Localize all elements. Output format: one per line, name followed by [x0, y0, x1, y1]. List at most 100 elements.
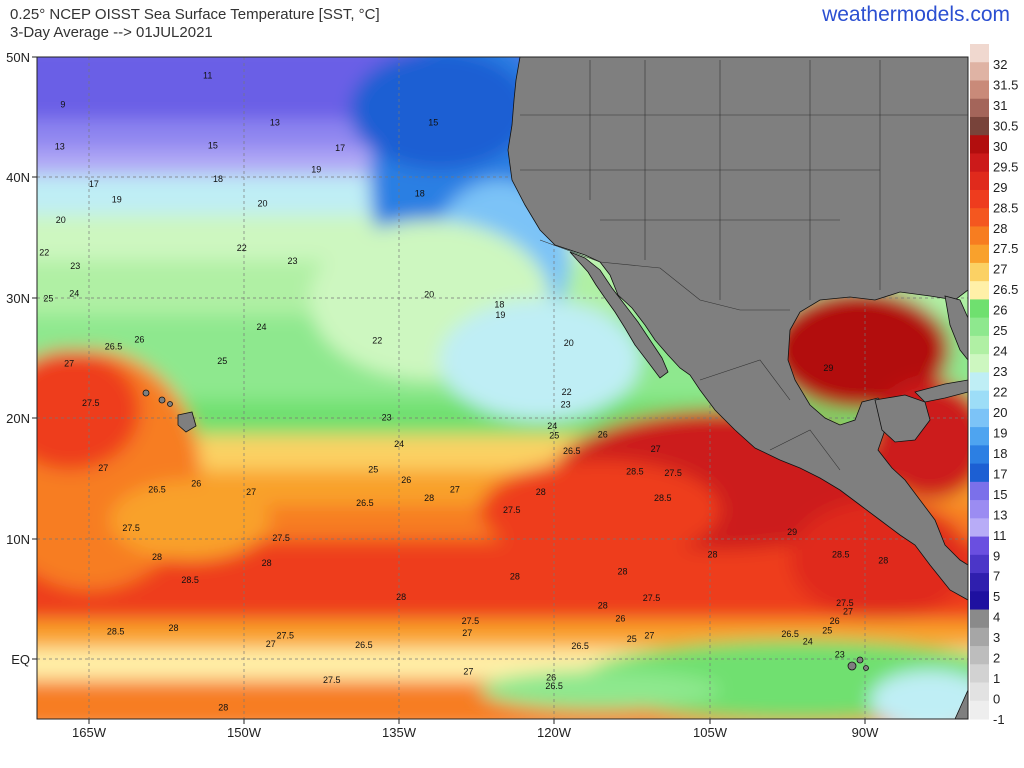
- colorbar-tick-label: -1: [993, 712, 1005, 727]
- colorbar-tick-label: 28.5: [993, 200, 1018, 215]
- colorbar-swatch: [970, 335, 989, 355]
- contour-label: 28: [218, 703, 228, 713]
- contour-label: 22: [39, 248, 49, 258]
- contour-label: 28: [152, 552, 162, 562]
- contour-label: 19: [311, 165, 321, 175]
- hawaii-islands: [142, 389, 197, 433]
- colorbar-tick-label: 27.5: [993, 241, 1018, 256]
- contour-label: 24: [69, 289, 79, 299]
- colorbar-tick-label: 15: [993, 487, 1007, 502]
- contour-label: 24: [547, 421, 557, 431]
- colorbar-swatch: [970, 609, 989, 629]
- contour-label: 27: [98, 463, 108, 473]
- contour-label: 27.5: [122, 523, 140, 533]
- colorbar-tick-label: 17: [993, 466, 1007, 481]
- colorbar-swatch: [970, 262, 989, 282]
- colorbar-swatch: [970, 664, 989, 684]
- contour-label: 23: [835, 650, 845, 660]
- colorbar-swatch: [970, 591, 989, 611]
- lat-label-50n: 50N: [6, 50, 30, 65]
- contour-label: 25: [627, 634, 637, 644]
- colorbar-swatch: [970, 682, 989, 702]
- colorbar: 3231.53130.53029.52928.52827.52726.52625…: [970, 44, 1018, 727]
- contour-label: 27.5: [82, 398, 100, 408]
- contour-label: 26: [598, 429, 608, 439]
- contour-label: 26.5: [563, 446, 581, 456]
- contour-label: 26.5: [545, 681, 563, 691]
- contour-label: 26.5: [355, 640, 373, 650]
- colorbar-tick-label: 29.5: [993, 159, 1018, 174]
- colorbar-tick-label: 22: [993, 385, 1007, 400]
- colorbar-tick-label: 31: [993, 98, 1007, 113]
- colorbar-swatch: [970, 299, 989, 319]
- contour-label: 23: [70, 261, 80, 271]
- contour-label: 20: [257, 198, 267, 208]
- colorbar-swatch: [970, 536, 989, 556]
- colorbar-tick-label: 18: [993, 446, 1007, 461]
- contour-label: 27: [266, 639, 276, 649]
- contour-label: 22: [237, 243, 247, 253]
- lon-label-165w: 165W: [72, 725, 107, 740]
- colorbar-tick-label: 0: [993, 692, 1000, 707]
- contour-label: 26: [546, 673, 556, 683]
- contour-label: 28: [707, 550, 717, 560]
- map-subtitle: 3-Day Average --> 01JUL2021: [10, 24, 213, 41]
- contour-label: 24: [394, 439, 404, 449]
- colorbar-swatch: [970, 153, 989, 173]
- colorbar-swatch: [970, 208, 989, 227]
- contour-label: 20: [424, 290, 434, 300]
- colorbar-swatch: [970, 700, 989, 720]
- colorbar-tick-label: 2: [993, 651, 1000, 666]
- colorbar-tick-label: 26: [993, 303, 1007, 318]
- contour-label: 27: [644, 630, 654, 640]
- colorbar-tick-label: 20: [993, 405, 1007, 420]
- colorbar-swatch: [970, 189, 989, 209]
- contour-label: 17: [335, 143, 345, 153]
- lat-label-eq: EQ: [11, 652, 30, 667]
- contour-label: 26: [830, 616, 840, 626]
- contour-label: 28.5: [107, 627, 125, 637]
- contour-label: 27.5: [462, 616, 480, 626]
- colorbar-swatch: [970, 116, 989, 136]
- contour-label: 29: [823, 363, 833, 373]
- map-title: 0.25° NCEP OISST Sea Surface Temperature…: [10, 6, 380, 23]
- colorbar-swatch: [970, 171, 989, 191]
- colorbar-tick-label: 24: [993, 344, 1007, 359]
- contour-label: 27: [450, 485, 460, 495]
- colorbar-swatch: [970, 135, 989, 154]
- colorbar-swatch: [970, 317, 989, 337]
- contour-label: 28: [262, 558, 272, 568]
- contour-label: 27: [651, 444, 661, 454]
- colorbar-tick-label: 13: [993, 507, 1007, 522]
- contour-label: 15: [208, 141, 218, 151]
- contour-label: 28.5: [181, 575, 199, 585]
- contour-label: 28: [536, 487, 546, 497]
- contour-label: 27.5: [323, 675, 341, 685]
- contour-label: 18: [415, 189, 425, 199]
- colorbar-swatch: [970, 80, 989, 100]
- contour-label: 27.5: [836, 598, 854, 608]
- contour-label: 27: [462, 628, 472, 638]
- colorbar-swatch: [970, 98, 989, 118]
- contour-label: 28.5: [832, 550, 850, 560]
- contour-label: 23: [382, 413, 392, 423]
- colorbar-swatch: [970, 226, 989, 246]
- colorbar-swatch: [970, 573, 989, 592]
- colorbar-tick-label: 30.5: [993, 118, 1018, 133]
- colorbar-tick-label: 31.5: [993, 78, 1018, 93]
- contour-label: 11: [203, 71, 212, 81]
- contour-label: 28: [510, 571, 520, 581]
- galapagos-islands: [847, 656, 869, 671]
- contour-label: 19: [495, 310, 505, 320]
- colorbar-swatch: [970, 372, 989, 392]
- lat-label-10n: 10N: [6, 532, 30, 547]
- site-watermark[interactable]: weathermodels.com: [822, 3, 1010, 26]
- lon-label-135w: 135W: [382, 725, 417, 740]
- colorbar-swatch: [970, 244, 989, 264]
- contour-label: 27: [463, 667, 473, 677]
- colorbar-swatch: [970, 518, 989, 538]
- contour-label: 24: [256, 322, 266, 332]
- colorbar-swatch: [970, 500, 989, 519]
- contour-label: 20: [564, 338, 574, 348]
